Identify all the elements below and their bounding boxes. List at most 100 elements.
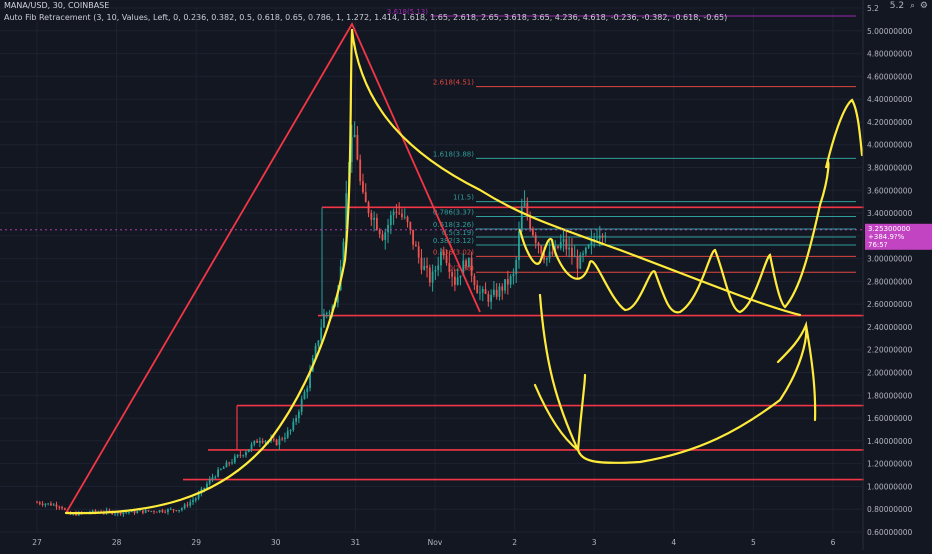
y-tick-label: 4.20000000: [867, 118, 913, 127]
candle-body: [47, 503, 50, 505]
candle-body: [579, 254, 582, 269]
y-tick-label: 2.80000000: [867, 277, 913, 286]
fib-level-label: 3.618(5.13): [387, 8, 428, 16]
candle-body: [559, 241, 562, 249]
yellow-wave-pattern: [518, 98, 864, 314]
x-tick-label: Nov: [428, 538, 443, 547]
candle-body: [573, 256, 576, 258]
candle-body: [459, 275, 462, 278]
candle-body: [297, 411, 300, 419]
candle-body: [537, 242, 540, 246]
candle-body: [295, 418, 297, 422]
candle-body: [448, 263, 451, 273]
candle-body: [256, 440, 258, 443]
y-tick-label: 3.80000000: [867, 163, 913, 172]
candle-body: [543, 253, 545, 260]
candle-body: [125, 512, 128, 514]
candle-body: [540, 245, 543, 254]
candle-body: [364, 192, 367, 203]
candle-body: [565, 239, 568, 250]
x-tick-label: 28: [112, 538, 122, 547]
candle-body: [300, 399, 303, 412]
candle-body: [314, 345, 317, 359]
candle-body: [136, 511, 139, 514]
candle-body: [286, 430, 289, 438]
candle-body: [529, 215, 532, 229]
candle-body: [253, 440, 256, 445]
candle-body: [359, 159, 362, 182]
x-tick-label: 5: [751, 538, 756, 547]
candle-body: [456, 277, 459, 285]
fib-level-label: 1(1.5): [453, 194, 474, 202]
candle-body: [384, 232, 387, 240]
candle-body: [362, 181, 364, 193]
candle-body: [192, 500, 194, 503]
candle-body: [41, 503, 44, 505]
candle-body: [289, 429, 292, 431]
candle-body: [467, 257, 470, 267]
y-tick-label: 5.00000000: [867, 27, 913, 36]
candle-body: [423, 265, 426, 270]
x-tick-label: 30: [271, 538, 281, 547]
candle-body: [342, 241, 345, 267]
candle-body: [568, 247, 571, 250]
candle-body: [584, 247, 587, 254]
y-tick-label: 1.40000000: [867, 437, 913, 446]
candle-body: [593, 239, 596, 240]
top-right-controls: 5.2 ⌕ ⚙: [890, 1, 928, 11]
candle-body: [590, 239, 593, 246]
candle-body: [401, 213, 403, 218]
candle-body: [520, 206, 523, 232]
candle-body: [281, 438, 284, 440]
candle-body: [601, 235, 604, 238]
candle-body: [431, 271, 434, 283]
candle-body: [495, 289, 498, 297]
candle-body: [275, 439, 278, 446]
yellow-parabola-curve: [64, 28, 354, 515]
candle-body: [247, 449, 250, 453]
candle-body: [91, 510, 94, 513]
candle-body: [161, 510, 164, 512]
indicator-legend[interactable]: Auto Fib Retracement (3, 10, Values, Lef…: [4, 13, 728, 22]
candle-body: [245, 452, 247, 456]
candle-body: [144, 510, 147, 513]
candle-body: [153, 511, 155, 512]
candle-body: [509, 276, 512, 285]
candle-body: [582, 253, 584, 255]
candle-body: [164, 511, 167, 513]
candle-body: [481, 289, 484, 293]
candle-body: [534, 235, 537, 243]
search-icon[interactable]: ⌕: [910, 1, 916, 11]
candle-body: [476, 285, 479, 294]
candle-body: [412, 229, 415, 245]
yellow-cup-curve: [533, 293, 817, 464]
y-tick-label: 4.00000000: [867, 141, 913, 150]
candle-body: [175, 510, 178, 512]
candle-body: [278, 438, 281, 446]
price-axis[interactable]: 0.60000000 0.80000000 1.00000000 1.20000000…: [867, 4, 913, 537]
yellow-drawings: [64, 28, 864, 515]
candle-body: [52, 504, 55, 506]
x-tick-label: 27: [32, 538, 42, 547]
candle-body: [197, 493, 200, 499]
candle-body: [38, 502, 41, 504]
candle-body: [292, 421, 295, 430]
y-tick-label: 2.40000000: [867, 323, 913, 332]
y-tick-label: 3.60000000: [867, 186, 913, 195]
candle-body: [378, 229, 381, 235]
candle-body: [526, 202, 529, 216]
candle-body: [353, 134, 356, 138]
candle-body: [437, 265, 440, 270]
x-tick-label: 29: [191, 538, 201, 547]
candle-body: [55, 504, 58, 507]
time-axis[interactable]: 27 28 29 30 31 Nov 2 3 4 5 6: [32, 0, 864, 550]
candle-body: [356, 134, 359, 160]
settings-icon[interactable]: ⚙: [919, 1, 928, 11]
candle-body: [225, 462, 228, 468]
y-tick-label: 4.40000000: [867, 95, 913, 104]
y-tick-label: 2.20000000: [867, 346, 913, 355]
fib-level-label: 0.5(3.19): [442, 229, 474, 237]
candle-body: [63, 508, 66, 510]
candle-body: [94, 510, 97, 512]
